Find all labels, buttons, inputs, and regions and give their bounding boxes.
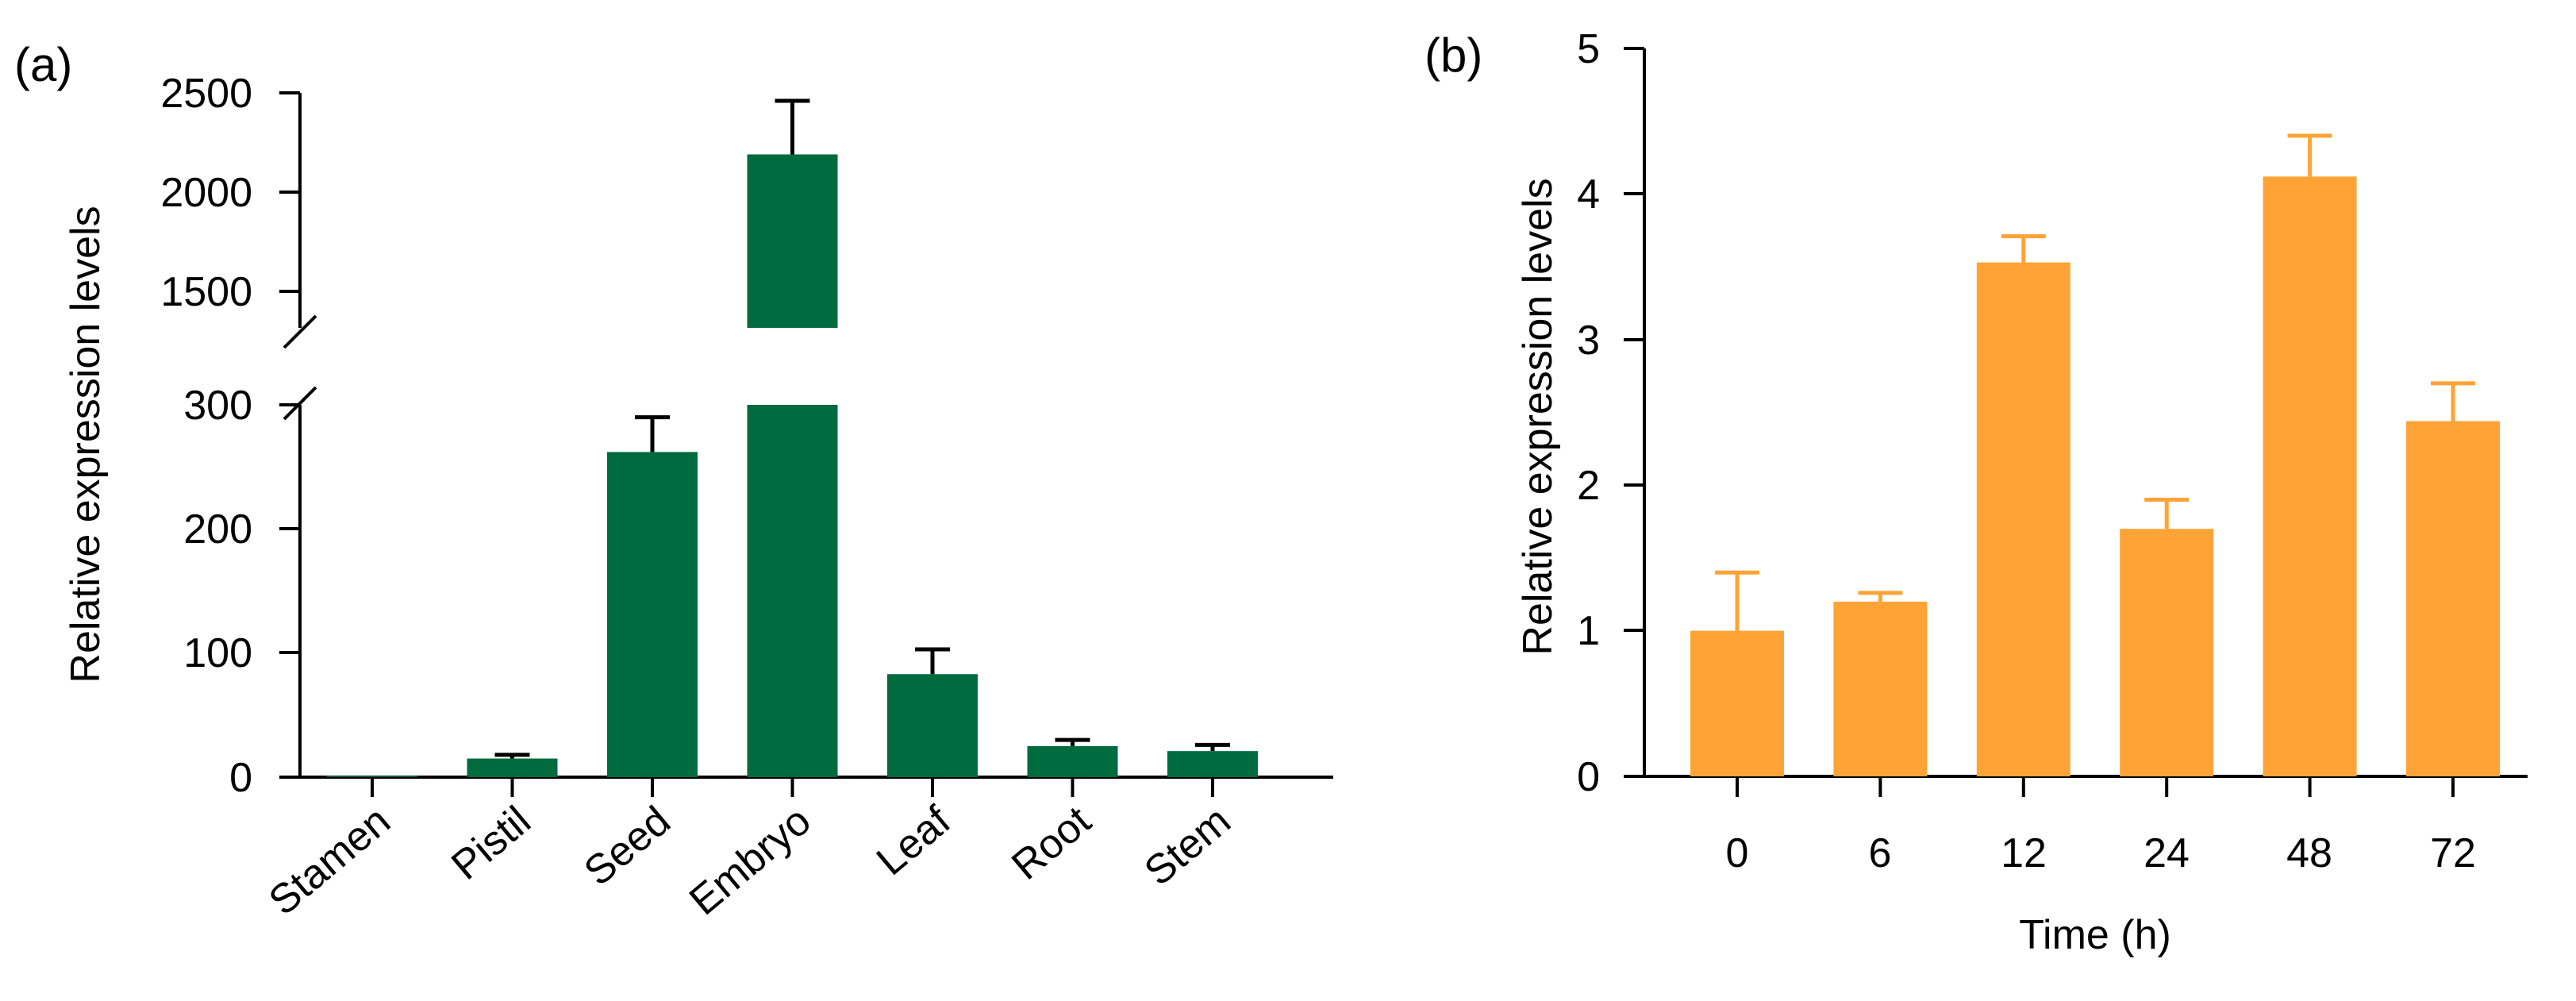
panel-a-bars (327, 154, 1258, 777)
panel-b-error-bar-48 (2287, 133, 2332, 177)
panel-b-ytick-label-1: 1 (1577, 608, 1600, 654)
panel-b-x-axis-title: Time (h) (2019, 912, 2171, 958)
panel-b-bar-48 (2263, 176, 2357, 777)
panel-a-bar-pistil (467, 758, 558, 777)
panel-a-x-tick-labels: Stamen Pistil Seed Embryo Leaf Root Stem (260, 797, 1240, 924)
panel-b-ytick-label-4: 4 (1577, 171, 1600, 218)
panel-a-xlabel-stamen: Stamen (260, 798, 399, 925)
panel-a-xlabel-leaf: Leaf (868, 797, 959, 884)
panel-a-bar-stem (1167, 751, 1258, 777)
panel-a-ytick-label-2000: 2000 (160, 170, 252, 216)
panel-a-ytick-label-0: 0 (229, 755, 252, 801)
panel-b-xlabel-48: 48 (2286, 830, 2332, 876)
panel-a-ytick-label-200: 200 (183, 506, 252, 552)
panel-a-y-tick-labels: 0 100 200 300 1500 2000 2500 (160, 71, 252, 801)
panel-a-error-bar-root (1055, 737, 1090, 746)
panel-b-error-bar-24 (2144, 498, 2190, 529)
panel-a-ytick-label-1500: 1500 (160, 269, 252, 315)
panel-a-error-bar-leaf (915, 647, 950, 675)
panel-a-axis-break-mark-upper (283, 314, 317, 349)
panel-b-error-bar-12 (2001, 234, 2046, 263)
panel-a-label: (a) (14, 38, 72, 91)
panel-a: (a) Relative expression levels 0 100 200… (14, 38, 1333, 924)
panel-b-bar-72 (2406, 421, 2500, 776)
panel-a-bar-embryo-upper (747, 154, 838, 328)
panel-a-error-bar-pistil (494, 753, 530, 759)
panel-a-bar-stamen (327, 776, 417, 777)
panel-b-xlabel-12: 12 (2001, 830, 2047, 876)
panel-b-error-bars (1715, 133, 2475, 631)
panel-b-y-tick-labels: 0 1 2 3 4 5 (1577, 26, 1600, 800)
panel-b-bar-24 (2120, 529, 2214, 776)
panel-b-ytick-label-3: 3 (1577, 318, 1600, 364)
panel-a-bar-leaf (887, 674, 978, 777)
panel-a-xlabel-embryo: Embryo (681, 798, 820, 925)
panel-b-bar-0 (1690, 630, 1784, 776)
panel-b-x-ticks (1736, 776, 2455, 797)
panel-b-ytick-label-2: 2 (1577, 463, 1600, 509)
panel-a-xlabel-stem: Stem (1136, 798, 1239, 895)
panel-b: (b) Relative expression levels 0 1 2 3 4… (1424, 26, 2528, 958)
panel-a-error-bar-embryo (775, 98, 810, 155)
panel-b-ytick-label-0: 0 (1577, 754, 1600, 800)
panel-a-xlabel-root: Root (1003, 797, 1100, 888)
panel-a-xlabel-pistil: Pistil (443, 798, 539, 889)
panel-b-label: (b) (1424, 29, 1482, 82)
panel-a-error-bar-seed (635, 415, 670, 452)
panel-b-bar-6 (1833, 601, 1928, 776)
panel-b-ytick-label-5: 5 (1577, 26, 1600, 72)
panel-b-error-bar-0 (1715, 570, 1759, 631)
panel-b-x-tick-labels: 0 6 12 24 48 72 (1726, 830, 2476, 876)
panel-a-error-bar-stem (1195, 742, 1230, 752)
panel-b-y-axis-title: Relative expression levels (1515, 178, 1561, 655)
panel-b-error-bar-72 (2431, 381, 2475, 422)
panel-a-bar-embryo-lower (747, 405, 838, 777)
panel-a-ytick-label-100: 100 (183, 630, 252, 676)
panel-a-x-ticks (371, 777, 1214, 797)
panel-a-bar-root (1027, 745, 1118, 777)
panel-b-bars (1690, 176, 2500, 777)
panel-b-xlabel-6: 6 (1869, 830, 1892, 876)
panel-b-xlabel-72: 72 (2430, 830, 2476, 876)
panel-b-xlabel-24: 24 (2143, 830, 2190, 876)
panel-b-bar-12 (1976, 262, 2070, 776)
panel-a-y-ticks (279, 91, 300, 779)
panel-a-ytick-label-2500: 2500 (160, 71, 252, 117)
panel-a-bar-seed (607, 452, 698, 777)
panel-b-y-ticks (1624, 47, 1644, 778)
panel-a-ytick-label-300: 300 (183, 383, 252, 429)
panel-a-xlabel-seed: Seed (575, 798, 679, 895)
panel-a-error-bars (494, 98, 1230, 759)
panel-a-y-axis-title: Relative expression levels (63, 206, 109, 683)
panel-b-xlabel-0: 0 (1726, 830, 1749, 876)
panel-b-error-bar-6 (1858, 591, 1903, 602)
